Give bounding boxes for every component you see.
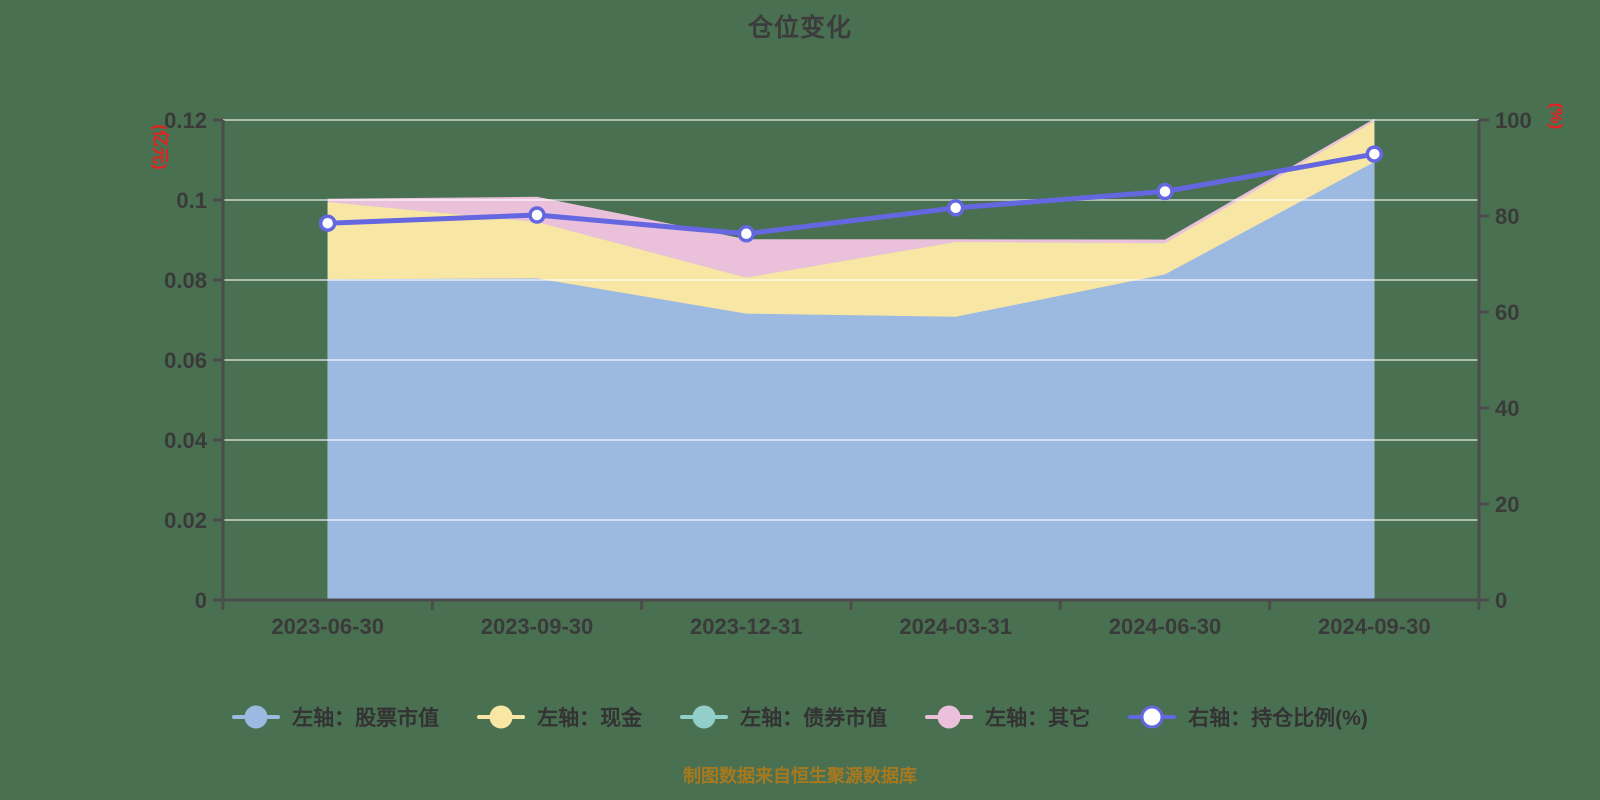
left-tick-label: 0.08 — [164, 268, 207, 293]
legend-item-cash[interactable]: 左轴：现金 — [477, 702, 642, 732]
x-tick-label: 2023-09-30 — [481, 614, 594, 639]
legend-label-stock: 左轴：股票市值 — [292, 707, 440, 730]
legend-label-cash: 左轴：现金 — [537, 707, 643, 730]
legend-item-stock[interactable]: 左轴：股票市值 — [232, 702, 439, 732]
left-tick-label: 0 — [195, 588, 207, 613]
right-tick-label: 60 — [1495, 300, 1519, 325]
legend-item-bond[interactable]: 左轴：债券市值 — [680, 702, 887, 732]
left-tick-label: 0.04 — [164, 428, 208, 453]
left-tick-label: 0.12 — [164, 108, 207, 133]
marker-ratio — [1365, 145, 1384, 163]
legend-dot-icon — [244, 705, 268, 729]
right-tick-label: 40 — [1495, 396, 1519, 421]
right-tick-label: 100 — [1495, 108, 1532, 133]
legend-label-ratio: 右轴：持仓比例(%) — [1188, 707, 1368, 730]
left-tick-label: 0.1 — [176, 188, 207, 213]
x-tick-label: 2024-09-30 — [1318, 614, 1431, 639]
legend-marker-cash-icon — [477, 705, 526, 729]
legend-dot-icon — [489, 705, 513, 729]
legend-marker-stock-icon — [232, 705, 281, 729]
marker-ratio — [1156, 182, 1174, 201]
area-stock — [327, 162, 1375, 600]
marker-ratio — [946, 199, 965, 217]
right-tick-label: 0 — [1495, 588, 1507, 613]
marker-ratio — [318, 214, 337, 232]
legend-item-ratio[interactable]: 右轴：持仓比例(%) — [1128, 702, 1368, 732]
x-tick-label: 2024-03-31 — [899, 614, 1012, 639]
right-tick-label: 80 — [1495, 204, 1519, 229]
legend-marker-other-icon — [925, 705, 974, 729]
chart-title: 仓位变化 — [747, 14, 852, 42]
marker-ratio — [737, 225, 756, 243]
legend-dot-icon — [1140, 705, 1164, 729]
x-tick-label: 2024-06-30 — [1109, 614, 1222, 639]
left-tick-label: 0.02 — [164, 508, 207, 533]
legend-marker-bond-icon — [680, 705, 729, 729]
right-axis-unit-label: (%) — [1547, 102, 1566, 130]
x-tick-label: 2023-12-31 — [690, 614, 803, 639]
left-tick-label: 0.06 — [164, 348, 207, 373]
line-ratio — [325, 151, 1377, 237]
x-tick-label: 2023-06-30 — [271, 614, 384, 639]
legend-item-other[interactable]: 左轴：其它 — [925, 702, 1090, 732]
chart-legend: 左轴：股票市值 左轴：现金 左轴：债券市值 左轴：其它 右轴：持仓比例(%) — [0, 702, 1600, 732]
data-source-note: 制图数据来自恒生聚源数据库 — [683, 766, 917, 786]
legend-marker-ratio-icon — [1128, 705, 1177, 729]
left-axis-unit-label: (亿元) — [150, 124, 170, 170]
marker-ratio — [528, 206, 546, 224]
legend-dot-icon — [937, 705, 961, 729]
legend-dot-icon — [692, 705, 716, 729]
legend-label-bond: 左轴：债券市值 — [740, 707, 888, 730]
legend-label-other: 左轴：其它 — [985, 707, 1091, 730]
right-tick-label: 20 — [1495, 492, 1519, 517]
